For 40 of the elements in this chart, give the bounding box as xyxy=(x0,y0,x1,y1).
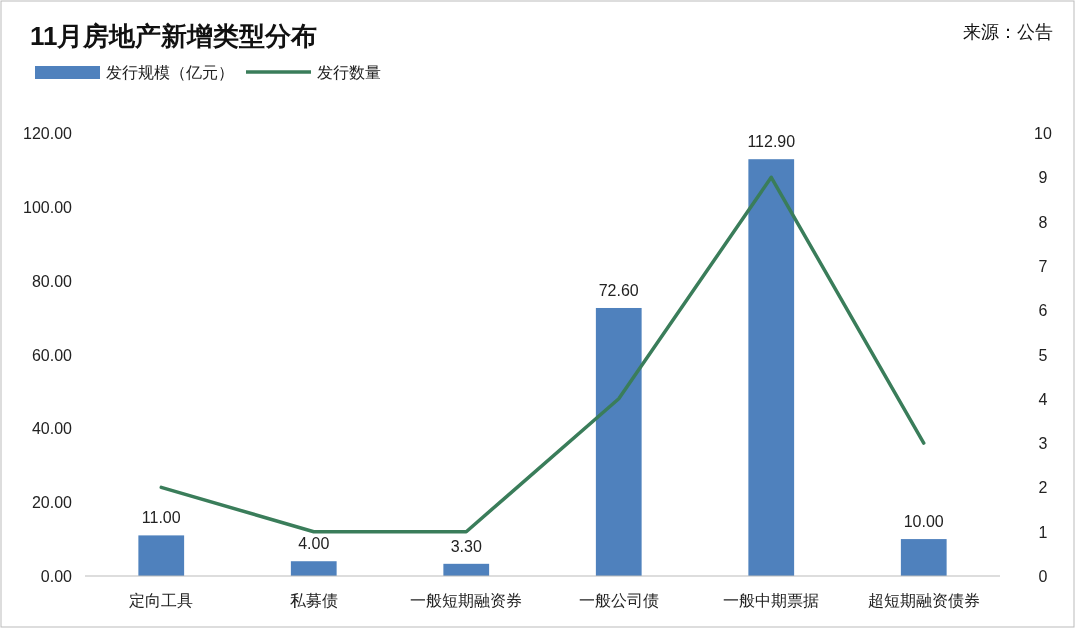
data-label: 112.90 xyxy=(747,133,796,151)
y2-tick-label: 2 xyxy=(1038,479,1048,497)
legend-label: 发行数量 xyxy=(317,64,381,81)
y2-tick-label: 6 xyxy=(1038,302,1048,320)
y2-tick-label: 5 xyxy=(1038,346,1048,364)
chart-title: 11月房地产新增类型分布 xyxy=(30,21,318,51)
bar xyxy=(595,307,642,576)
bar xyxy=(748,159,795,576)
y2-tick-label: 8 xyxy=(1038,213,1048,231)
bar xyxy=(900,539,947,576)
y-tick-label: 0.00 xyxy=(40,568,73,585)
y2-tick-label: 7 xyxy=(1038,257,1048,275)
y2-tick-label: 9 xyxy=(1038,169,1048,187)
x-tick-label: 超短期融资债券 xyxy=(867,592,980,609)
y-tick-label: 100.00 xyxy=(23,198,73,216)
x-tick-label: 一般短期融资券 xyxy=(410,592,523,609)
data-label: 11.00 xyxy=(141,509,181,527)
legend-label: 发行规模（亿元） xyxy=(106,64,234,81)
y2-tick-label: 10 xyxy=(1034,125,1052,142)
data-label: 4.00 xyxy=(298,535,330,553)
data-label: 3.30 xyxy=(450,537,482,555)
x-tick-label: 一般中期票据 xyxy=(723,592,820,609)
bar xyxy=(138,535,185,576)
data-label: 72.60 xyxy=(598,281,639,299)
y2-tick-label: 0 xyxy=(1038,568,1048,585)
x-tick-label: 定向工具 xyxy=(129,592,194,609)
y2-tick-label: 4 xyxy=(1038,390,1048,408)
y-tick-label: 60.00 xyxy=(31,346,73,364)
bar xyxy=(290,561,337,576)
y-tick-label: 20.00 xyxy=(31,494,73,512)
x-tick-label: 一般公司债 xyxy=(578,592,659,609)
data-label: 10.00 xyxy=(903,513,944,531)
x-tick-label: 私募债 xyxy=(289,592,338,609)
y2-tick-label: 1 xyxy=(1038,523,1048,541)
y-tick-label: 80.00 xyxy=(31,272,73,290)
bar xyxy=(443,563,490,576)
y2-tick-label: 3 xyxy=(1038,435,1048,453)
y-tick-label: 120.00 xyxy=(23,125,73,142)
source-note: 来源：公告 xyxy=(963,22,1053,42)
y-tick-label: 40.00 xyxy=(31,420,73,438)
